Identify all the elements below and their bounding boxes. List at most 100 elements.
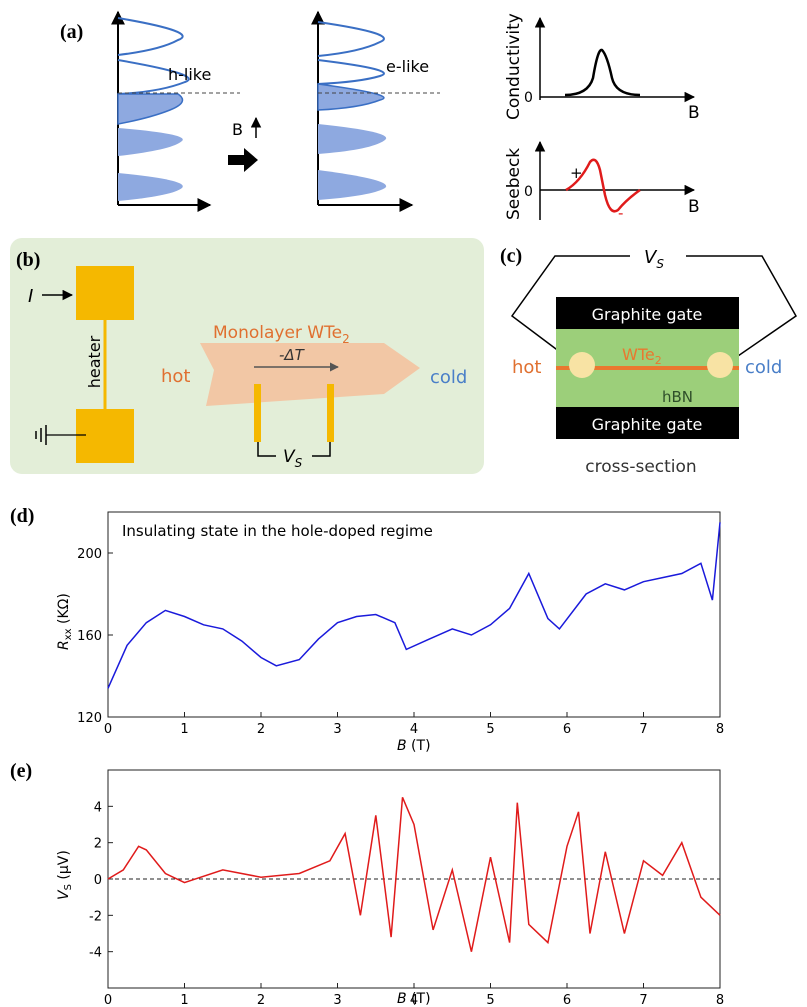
plot-d-ylabel: Rxx (KΩ) <box>56 593 74 650</box>
cross-section-caption: cross-section <box>585 457 696 477</box>
seebeck-curve <box>565 158 641 213</box>
filled-band <box>118 173 183 201</box>
filled-band <box>318 170 387 200</box>
y-tick-label: -2 <box>89 909 102 924</box>
y-tick-label: 0 <box>94 873 102 888</box>
hot-side-label: hot <box>512 357 541 378</box>
rxx-series <box>107 522 721 689</box>
voltage-probe-lines <box>257 442 331 457</box>
plot-d-annotation: Insulating state in the hole-doped regim… <box>122 522 433 540</box>
top-gate-label: Graphite gate <box>592 305 703 324</box>
panel-e: (e) VS (μV) B (T) 0 1 2 3 4 5 6 7 8 -4 -2 0 2 4 <box>10 760 724 1007</box>
empty-band <box>317 59 385 85</box>
cold-label: cold <box>430 367 467 388</box>
plot-d-ticks: 0 1 2 3 4 5 6 7 8 120 160 200 <box>77 547 724 737</box>
heater-label: heater <box>85 335 104 388</box>
e-like-diagram: e-like <box>311 10 440 212</box>
x-tick-label: 5 <box>486 722 494 737</box>
conductivity-ylabel: Conductivity <box>504 13 524 120</box>
x-tick-label: 4 <box>410 993 418 1007</box>
plot-e-xlabel: B (T) <box>397 991 431 1007</box>
x-tick-label: 8 <box>716 722 724 737</box>
conductivity-zero: 0 <box>524 90 533 106</box>
top-gate <box>556 297 739 329</box>
x-tick-label: 8 <box>716 993 724 1007</box>
x-tick-label: 6 <box>563 993 571 1007</box>
x-tick-label: 7 <box>639 722 647 737</box>
x-tick-label: 7 <box>639 993 647 1007</box>
heater-pad-bottom <box>76 409 134 463</box>
vs-wire-right <box>686 255 797 368</box>
vs-series <box>107 797 721 952</box>
panel-c: (c) VS Graphite gate hBN Graphite gate W… <box>500 245 797 477</box>
conductivity-peak <box>564 48 641 97</box>
partial-band <box>317 83 385 111</box>
y-tick-label: -4 <box>89 946 102 961</box>
probe-right <box>327 384 334 442</box>
panel-b-label: (b) <box>16 249 40 271</box>
gradient-label: -ΔT <box>279 346 306 364</box>
seebeck-zero: 0 <box>524 184 533 200</box>
x-tick-label: 0 <box>104 722 112 737</box>
x-tick-label: 0 <box>104 993 112 1007</box>
empty-band <box>117 17 184 56</box>
x-tick-label: 3 <box>333 722 341 737</box>
y-tick-label: 160 <box>77 629 102 644</box>
material-label: Monolayer WTe2 <box>213 323 350 346</box>
y-tick-label: 120 <box>77 711 102 726</box>
cold-side-label: cold <box>745 357 782 378</box>
hot-label: hot <box>161 366 190 387</box>
seebeck-plus: + <box>570 164 583 182</box>
heater-pad-top <box>76 266 134 320</box>
y-tick-label: 4 <box>94 800 102 815</box>
probe-left <box>254 384 261 442</box>
plot-e-ylabel: VS (μV) <box>56 850 74 900</box>
plot-d-frame <box>107 511 721 718</box>
voltage-label: VS <box>283 447 303 470</box>
contact-left <box>569 352 595 378</box>
y-tick-label: 200 <box>77 547 102 562</box>
panel-d: (d) Insulating state in the hole-doped r… <box>10 505 724 754</box>
contact-right <box>707 352 733 378</box>
x-tick-label: 1 <box>180 722 188 737</box>
field-indicator: B <box>228 116 262 172</box>
conductivity-inset: Conductivity 0 B <box>504 13 700 123</box>
current-label: I <box>28 286 33 307</box>
x-tick-label: 6 <box>563 722 571 737</box>
seebeck-xlabel: B <box>688 197 700 217</box>
panel-e-label: (e) <box>10 760 32 782</box>
wte2-label: WTe2 <box>622 345 662 367</box>
panel-a: (a) h-like B <box>60 10 700 222</box>
seebeck-ylabel: Seebeck <box>504 148 524 220</box>
seebeck-minus: - <box>618 204 623 222</box>
plot-d-xlabel: B (T) <box>397 738 431 754</box>
panel-d-label: (d) <box>10 505 34 527</box>
conductivity-xlabel: B <box>688 103 700 123</box>
partial-band <box>117 93 184 125</box>
ground-icon <box>35 425 86 445</box>
vs-label: VS <box>644 247 664 271</box>
x-tick-label: 5 <box>486 993 494 1007</box>
hbn-label: hBN <box>662 388 693 406</box>
h-like-label: h-like <box>168 65 211 84</box>
x-tick-label: 3 <box>333 993 341 1007</box>
x-tick-label: 2 <box>257 722 265 737</box>
vs-wire-left <box>510 255 630 368</box>
empty-band <box>317 21 385 57</box>
y-tick-label: 2 <box>94 837 102 852</box>
e-like-label: e-like <box>386 57 429 76</box>
bottom-gate-label: Graphite gate <box>592 415 703 434</box>
panel-a-label: (a) <box>60 21 83 43</box>
bottom-gate <box>556 407 739 439</box>
arrow-icon <box>228 148 258 172</box>
filled-band <box>318 124 387 154</box>
x-tick-label: 4 <box>410 722 418 737</box>
filled-band <box>118 128 183 156</box>
panel-b: (b) I heater Monolayer WTe2 hot cold -ΔT… <box>10 238 484 474</box>
plot-e-ticks: 0 1 2 3 4 5 6 7 8 -4 -2 0 2 4 <box>89 800 724 1007</box>
x-tick-label: 2 <box>257 993 265 1007</box>
empty-band <box>117 59 190 95</box>
seebeck-inset: Seebeck 0 B + - <box>504 140 700 222</box>
h-like-diagram: h-like <box>111 10 240 212</box>
